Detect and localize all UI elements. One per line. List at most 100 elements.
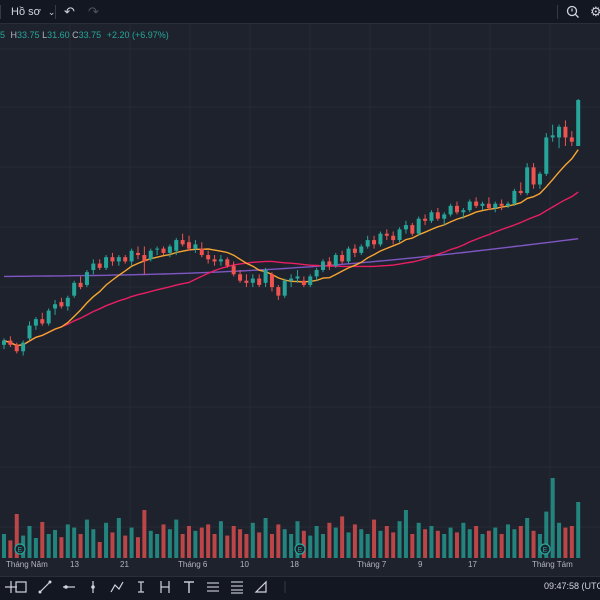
volume-bar [512,529,517,558]
volume-bar [40,522,45,558]
candle-body [321,261,325,270]
candle-body [493,203,498,208]
candle-body [550,135,555,138]
price-range-icon[interactable] [156,580,174,598]
time-axis-label: 13 [70,560,79,569]
volume-bar [174,519,179,558]
candle-body [525,167,530,194]
volume-bar [525,518,530,558]
volume-bar [53,530,58,558]
candle-body [410,225,415,234]
trend-line-icon[interactable] [36,580,54,598]
toolbar-divider [276,580,294,598]
high-value: 33.75 [17,30,40,40]
volume-bar [397,521,402,558]
earnings-marker [14,543,26,555]
time-axis: Tháng Năm 13 21 Tháng 6 10 18 Tháng 7 9 17 Tháng … [0,560,600,574]
volume-bar [557,522,562,558]
ohlc-legend: 5 H33.75 L31.60 C33.75 +2.20 (+6.97%) [0,30,169,44]
candle-body [506,203,511,206]
candle-body [301,280,306,285]
volume-bar [576,502,581,558]
candle-body [352,248,357,253]
candle-body [346,248,351,262]
candle-body [193,244,198,249]
candle-body [40,319,45,324]
time-axis-label: 21 [120,560,129,569]
volume-bar [480,534,485,558]
volume-bar [257,532,262,558]
high-label: H [10,30,18,40]
fib-tool-icon[interactable] [228,580,246,598]
volume-bar [206,524,211,558]
candle-body [167,246,172,253]
profile-menu[interactable]: Hồ sơ ⌄ [11,0,55,24]
volume-bar [14,514,19,558]
measure-tool-icon[interactable] [252,580,270,598]
vertical-line-icon[interactable] [84,580,102,598]
moving-averages [3,149,579,347]
candle-body [225,259,230,266]
time-axis-label: 9 [418,560,423,569]
candle-body [372,240,377,245]
candle-body [314,270,319,277]
candle-body [110,257,115,262]
volume-bar [244,534,249,558]
earnings-marker-label: E [18,547,23,554]
volume-bar [365,534,370,558]
volume-bar [97,542,102,558]
candle-body [148,250,153,260]
open-value: 5 [0,30,6,40]
candle-body [91,263,96,270]
volume-bar [301,530,306,558]
undo-icon[interactable]: ↶ [64,4,75,19]
volume-bar [384,526,389,558]
clock-timezone[interactable]: 09:47:58 (UTC [544,581,600,591]
volume-bar [199,527,204,558]
volume-bar [569,526,574,558]
volume-bar [327,522,332,558]
candle-body [161,248,166,253]
volume-bar [187,526,192,558]
candle-body [14,344,19,352]
parallel-channel-icon[interactable] [204,580,222,598]
redo-icon[interactable]: ↷ [88,4,99,19]
candle-body [359,246,364,253]
drawing-toolbar [0,576,600,600]
candle-body [537,173,542,185]
candle-body [448,205,453,215]
candle-body [2,340,6,345]
candle-body [518,190,523,194]
alert-icon[interactable] [566,0,580,24]
time-axis-label: 10 [240,560,249,569]
select-tool-icon[interactable] [2,580,20,598]
volume-bar [225,535,230,558]
text-tool-icon[interactable] [180,580,198,598]
candle-body [384,233,389,236]
low-label: L [42,30,48,40]
path-tool-icon[interactable] [108,580,126,598]
candle-body [187,242,192,249]
square-tool-icon[interactable] [12,580,30,598]
volume-bar [2,534,6,558]
volume-bar [193,530,198,558]
volume-bar [295,521,300,558]
volume-bar [212,534,217,558]
chevron-down-icon: ⌄ [47,7,56,17]
earnings-marker [539,543,551,555]
horizontal-ray-icon[interactable] [60,580,78,598]
candle-body [8,340,13,345]
settings-icon[interactable]: ⚙ [590,4,600,19]
volume-bar [27,526,32,558]
volume-bar [84,519,89,558]
volume-bar [550,478,555,558]
volume-bar [289,534,294,558]
volume-bar [518,526,523,558]
candle-body [563,126,568,138]
volume-bar [142,510,147,558]
text-cursor-icon[interactable] [132,580,150,598]
candle-body [340,255,345,262]
ma-long-line [4,238,579,278]
